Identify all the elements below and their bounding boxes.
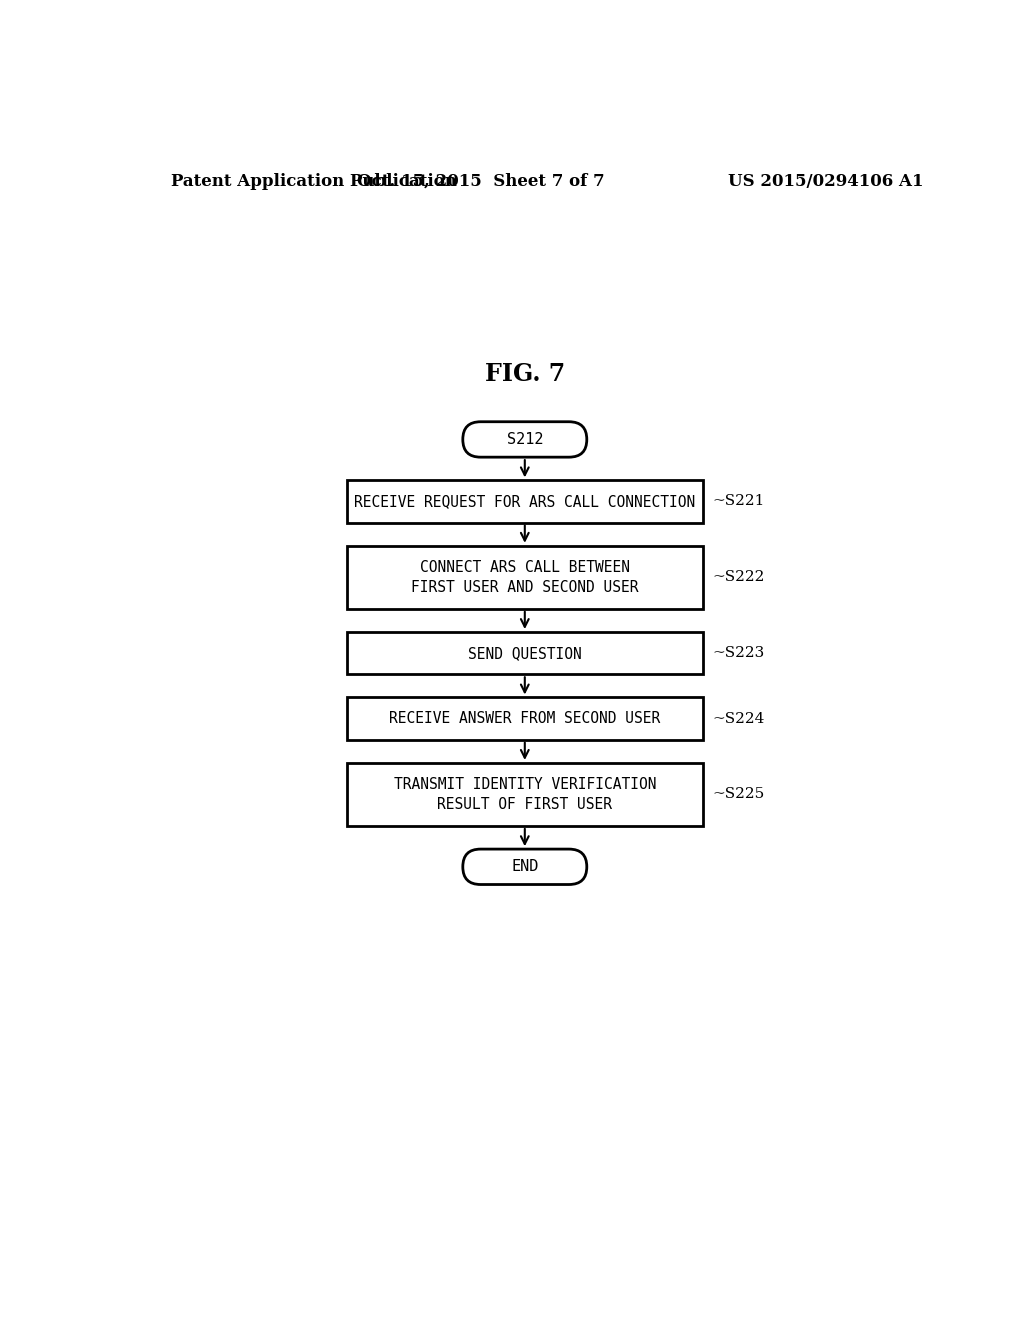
Text: ~S225: ~S225: [713, 788, 765, 801]
Text: RECEIVE REQUEST FOR ARS CALL CONNECTION: RECEIVE REQUEST FOR ARS CALL CONNECTION: [354, 494, 695, 510]
Text: TRANSMIT IDENTITY VERIFICATION
RESULT OF FIRST USER: TRANSMIT IDENTITY VERIFICATION RESULT OF…: [393, 777, 656, 812]
Text: Patent Application Publication: Patent Application Publication: [171, 173, 457, 190]
Bar: [346, 632, 703, 675]
Text: S212: S212: [507, 432, 543, 447]
Text: END: END: [511, 859, 539, 874]
Bar: [346, 697, 703, 739]
Text: US 2015/0294106 A1: US 2015/0294106 A1: [728, 173, 924, 190]
Bar: [346, 763, 703, 826]
Text: RECEIVE ANSWER FROM SECOND USER: RECEIVE ANSWER FROM SECOND USER: [389, 711, 660, 726]
Text: SEND QUESTION: SEND QUESTION: [468, 645, 582, 660]
Text: Oct. 15, 2015  Sheet 7 of 7: Oct. 15, 2015 Sheet 7 of 7: [356, 173, 604, 190]
Bar: [346, 480, 703, 523]
FancyBboxPatch shape: [463, 422, 587, 457]
Text: FIG. 7: FIG. 7: [484, 362, 565, 385]
Text: ~S223: ~S223: [713, 645, 765, 660]
Text: ~S221: ~S221: [713, 495, 765, 508]
Text: ~S224: ~S224: [713, 711, 765, 726]
Text: CONNECT ARS CALL BETWEEN
FIRST USER AND SECOND USER: CONNECT ARS CALL BETWEEN FIRST USER AND …: [411, 560, 639, 595]
FancyBboxPatch shape: [463, 849, 587, 884]
Bar: [346, 545, 703, 609]
Text: ~S222: ~S222: [713, 570, 765, 585]
